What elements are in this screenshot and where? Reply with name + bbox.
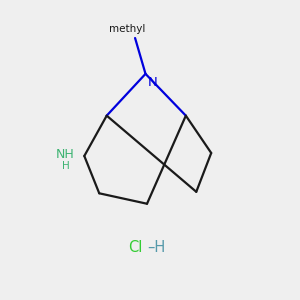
Text: N: N <box>148 76 158 89</box>
Text: NH: NH <box>56 148 74 161</box>
Text: –H: –H <box>147 239 165 254</box>
Text: H: H <box>61 161 69 171</box>
Text: Cl: Cl <box>128 239 142 254</box>
Text: methyl: methyl <box>110 24 146 34</box>
